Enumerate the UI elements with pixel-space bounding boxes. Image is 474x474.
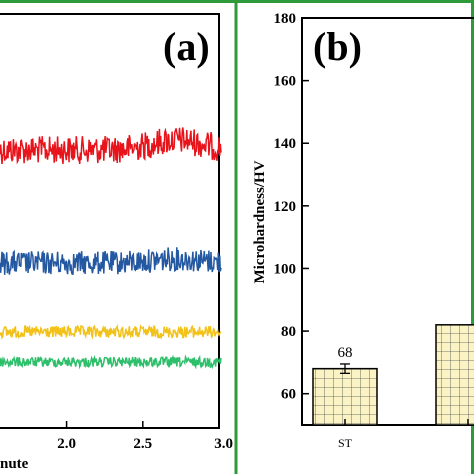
y-tick-label: 120 [274, 199, 297, 215]
panel-a-x-ticks: 2.0 2.5 3.0 [57, 421, 233, 452]
panel-a: (a) 2.0 2.5 3.0 nute [0, 13, 233, 472]
y-tick-label: 60 [281, 387, 296, 403]
series-line-blue [0, 247, 222, 275]
panel-b-x-ticks: ST [338, 419, 469, 450]
y-tick-label: 180 [274, 11, 297, 27]
panel-a-x-axis-label: nute [0, 456, 29, 472]
series-line-green [0, 354, 222, 370]
panel-b-label: (b) [313, 24, 362, 69]
bar-category-2 [435, 324, 474, 426]
panel-b-y-ticks: 60 80 100 120 140 160 180 [274, 11, 309, 403]
bar-data-label: 68 [338, 345, 353, 361]
y-tick-label: 80 [281, 324, 296, 340]
x-tick-label: ST [338, 436, 353, 450]
panel-a-x-tick-label: 3.0 [214, 436, 233, 452]
panel-a-x-tick-label: 2.0 [57, 436, 76, 452]
panel-b-bars: 68 [312, 324, 474, 426]
series-line-yellow [0, 323, 222, 340]
panel-a-label: (a) [163, 24, 210, 69]
bar-st [312, 367, 378, 426]
panel-b: (b) Microhardness/HV 60 80 100 120 140 160 180… [252, 11, 474, 450]
panel-a-x-tick-label: 2.5 [133, 436, 152, 452]
series-line-red [0, 127, 222, 165]
panel-a-series-group [0, 127, 222, 370]
y-tick-label: 100 [274, 261, 297, 277]
y-axis-label: Microhardness/HV [252, 160, 268, 283]
panel-b-plot-frame [301, 17, 474, 426]
panel-a-plot-frame [0, 13, 220, 429]
y-tick-label: 140 [274, 136, 297, 152]
y-tick-label: 160 [274, 74, 297, 90]
